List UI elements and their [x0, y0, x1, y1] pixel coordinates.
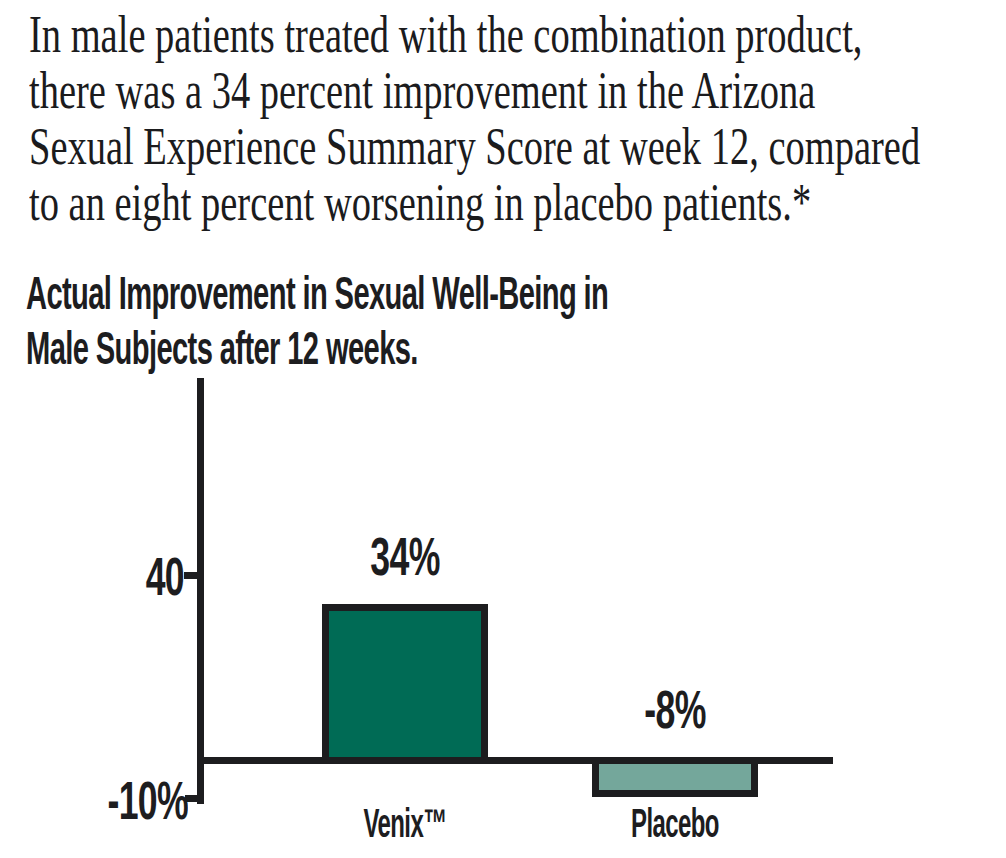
y-tick-40: [184, 572, 198, 579]
y-tick-label-neg10: -10%: [43, 773, 188, 827]
bar-placebo: [592, 764, 758, 797]
category-label-placebo: Placebo: [585, 803, 765, 843]
value-label-venix: 34%: [306, 529, 504, 583]
bar-venix: [322, 604, 488, 764]
page: In male patients treated with the combin…: [0, 0, 1006, 858]
value-label-placebo: -8%: [576, 682, 774, 736]
y-tick-label-40: 40: [39, 549, 184, 603]
bar-chart: 40 -10% 34% Venix™ -8% Placebo: [0, 0, 1006, 858]
x-axis-baseline: [197, 757, 833, 764]
category-label-venix: Venix™: [315, 803, 495, 843]
y-axis-line: [197, 378, 204, 804]
